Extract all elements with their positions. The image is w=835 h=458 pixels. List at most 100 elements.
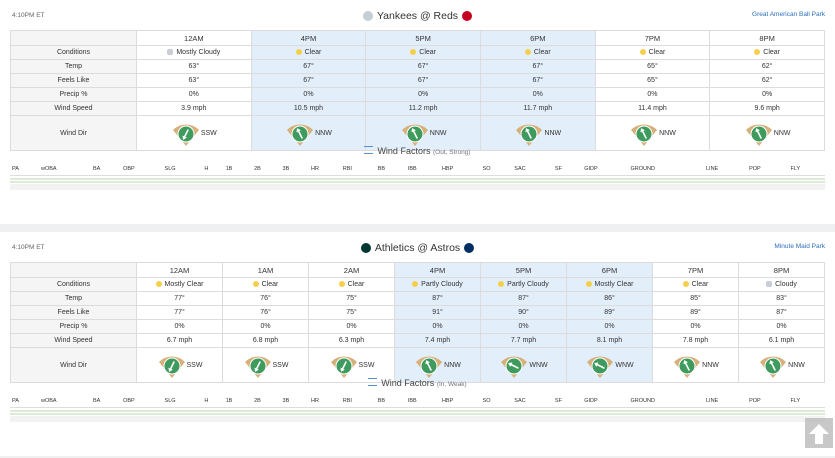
weather-cell: 63° (136, 59, 252, 74)
stat-header: H (202, 395, 224, 408)
ballpark-icon (330, 356, 357, 378)
cell-value: 0% (690, 323, 701, 330)
wind-arrow (411, 128, 418, 139)
stat-header: PA (10, 163, 40, 176)
stat-header: 1B (223, 395, 253, 408)
cell-value: 0% (346, 323, 357, 330)
wind-arrow (425, 360, 433, 371)
stat-header: SAC (512, 395, 553, 408)
weather-cell: 83° (738, 291, 825, 306)
cell-value: Clear (763, 49, 780, 56)
weather-row: Wind Speed 3.9 mph 10.5 mph 11.2 mph 11.7 mp… (10, 101, 825, 116)
game-card: 4:10PM ET Athletics @ Astros Minute Maid P… (0, 232, 835, 456)
cell-value: 0% (432, 323, 443, 330)
arrow-head (769, 360, 775, 365)
game-title-wrap: Yankees @ Reds (0, 10, 835, 22)
wind-arrow (769, 360, 777, 371)
scrollbar[interactable] (10, 184, 825, 190)
cell-value: Cloudy (775, 281, 797, 288)
stats-row (10, 181, 825, 183)
arrow-head (525, 128, 531, 133)
stat-header: SO (480, 163, 513, 176)
cell-value: Clear (419, 49, 436, 56)
weather-cell: Mostly Clear (566, 277, 653, 292)
wind-arrow (253, 361, 261, 372)
cell-value: 67° (417, 77, 429, 84)
weather-cell: NNW (709, 115, 825, 151)
arrow-head (253, 367, 259, 372)
wind-factors-label: Wind Factors (381, 378, 435, 388)
cell-value: Clear (347, 281, 365, 288)
stat-header: HR (309, 395, 341, 408)
stat-header: SAC (512, 163, 553, 176)
cell-value: 85° (690, 295, 701, 302)
cell-value: 7.8 mph (682, 337, 709, 344)
wind-arrow (755, 128, 762, 139)
weather-cell: 62° (709, 59, 825, 74)
weather-cell: 67° (365, 59, 481, 74)
ballpark-icon (287, 124, 314, 146)
cell-value: 77° (174, 295, 185, 302)
wind-direction: WNW (615, 361, 634, 369)
weather-cell: NNW (738, 347, 825, 383)
weather-cell: 76° (222, 305, 309, 320)
ballpark-icon (760, 356, 787, 378)
weather-cell: NNW (394, 347, 481, 383)
cell-value: 67° (303, 63, 314, 70)
stats-row (10, 413, 825, 415)
weather-cell: 90° (480, 305, 567, 320)
wind-arrow (640, 128, 648, 139)
row-label: Conditions (10, 45, 137, 60)
weather-cell: 0% (480, 319, 567, 334)
cell-value: Partly Cloudy (507, 281, 549, 288)
stat-header: HR (309, 163, 341, 176)
weather-row: Feels Like 77° 76° 75° 91° 90° 89° 89° 87° (10, 305, 825, 320)
weather-row: Precip % 0% 0% 0% 0% 0% 0% (10, 87, 825, 102)
cell-value: 89° (690, 309, 701, 316)
stat-header: POP (747, 163, 789, 176)
scroll-top-button[interactable] (805, 418, 833, 448)
arrow-head (508, 362, 513, 367)
cell-value: Clear (648, 49, 666, 56)
weather-cell: 6.1 mph (738, 333, 825, 348)
cell-value: 11.2 mph (408, 105, 438, 112)
team-logo (360, 243, 371, 253)
cell-value: 11.7 mph (523, 105, 553, 112)
stat-header: GIDP (582, 163, 629, 176)
ballpark-icon (587, 356, 614, 378)
stats-header: PA wOBA BA OBP SLG H 1B 2B 3B HR RBI BB IBB HBP SO SAC S… (10, 163, 825, 176)
ballpark-icon (745, 124, 772, 146)
scrollbar[interactable] (10, 416, 825, 422)
wind-direction: SSW (186, 361, 203, 369)
condition-icon (295, 49, 302, 55)
hour-header: 4PM (250, 30, 367, 46)
wind-factors-note: (Out, Strong) (432, 149, 471, 156)
cell-value: 83° (776, 295, 787, 302)
hour-header: 1AM (222, 262, 309, 278)
weather-cell: 67° (250, 59, 367, 74)
weather-cell: 65° (594, 73, 711, 88)
weather-cell: 85° (652, 291, 739, 306)
cell-value: 0% (260, 323, 271, 330)
hour-header: 5PM (480, 262, 567, 278)
cell-value: 10.5 mph (293, 105, 324, 112)
stat-header: IBB (405, 395, 440, 408)
wind-icon (672, 356, 702, 378)
wind-icon (758, 356, 788, 378)
weather-cell: 9.6 mph (709, 101, 825, 116)
ballpark-icon (501, 356, 528, 378)
stat-header: FLY (788, 163, 825, 176)
cell-value: 3.9 mph (181, 105, 207, 112)
park-link[interactable]: Minute Maid Park (774, 243, 825, 250)
stat-header: GIDP (582, 395, 629, 408)
stat-header: SF (552, 395, 583, 408)
weather-cell: 11.2 mph (365, 101, 481, 116)
arrow-head (167, 367, 173, 372)
park-link[interactable]: Great American Ball Park (752, 11, 825, 18)
weather-cell: 0% (709, 87, 825, 102)
wind-icon (157, 356, 187, 378)
cell-value: Clear (691, 281, 709, 288)
corner-cell (10, 30, 137, 46)
weather-cell: 91° (394, 305, 481, 320)
weather-cell: Partly Cloudy (394, 277, 481, 292)
